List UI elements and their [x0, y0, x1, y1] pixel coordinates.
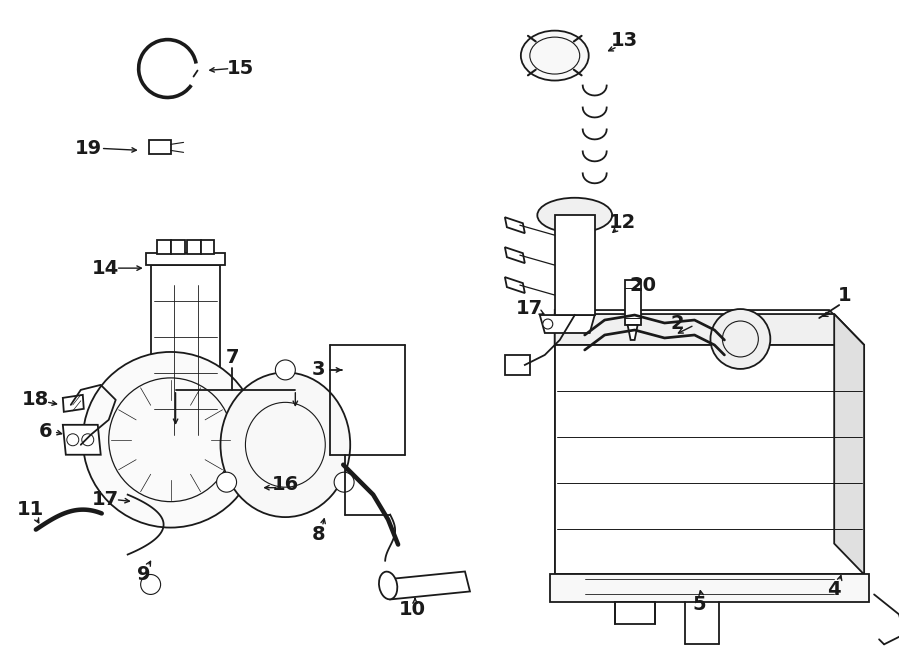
Circle shape	[109, 378, 232, 502]
Text: 17: 17	[517, 299, 544, 317]
Polygon shape	[156, 494, 194, 517]
Polygon shape	[63, 395, 84, 412]
Text: 15: 15	[227, 59, 254, 78]
Circle shape	[275, 360, 295, 380]
Polygon shape	[615, 602, 654, 625]
Polygon shape	[157, 240, 171, 254]
Text: 16: 16	[272, 475, 299, 494]
Ellipse shape	[158, 456, 213, 483]
Polygon shape	[627, 325, 637, 340]
Polygon shape	[540, 315, 595, 333]
Polygon shape	[554, 215, 595, 315]
Text: 10: 10	[399, 600, 426, 619]
Polygon shape	[505, 277, 525, 293]
Ellipse shape	[530, 37, 580, 74]
Circle shape	[140, 574, 160, 594]
Circle shape	[334, 472, 354, 492]
Text: 2: 2	[670, 313, 684, 332]
Text: 18: 18	[22, 391, 50, 409]
Circle shape	[160, 498, 171, 508]
Text: 17: 17	[92, 490, 120, 509]
Polygon shape	[505, 217, 525, 233]
Ellipse shape	[521, 30, 589, 81]
Circle shape	[82, 434, 94, 446]
Polygon shape	[385, 572, 470, 600]
Text: 20: 20	[629, 276, 656, 295]
Text: 1: 1	[837, 286, 851, 305]
Circle shape	[543, 319, 553, 329]
Polygon shape	[201, 240, 214, 254]
Polygon shape	[66, 428, 86, 445]
Polygon shape	[171, 240, 184, 254]
Text: 9: 9	[137, 565, 150, 584]
Ellipse shape	[537, 198, 612, 233]
Ellipse shape	[246, 403, 325, 487]
Polygon shape	[625, 280, 641, 325]
Polygon shape	[550, 574, 869, 602]
Text: 11: 11	[17, 500, 44, 519]
Ellipse shape	[146, 449, 226, 490]
Polygon shape	[554, 310, 864, 345]
Circle shape	[83, 352, 258, 527]
Polygon shape	[146, 253, 226, 265]
Text: 7: 7	[226, 348, 239, 368]
Text: 4: 4	[827, 580, 841, 599]
Polygon shape	[63, 425, 101, 455]
Polygon shape	[554, 314, 864, 345]
Text: 3: 3	[311, 360, 325, 379]
Text: 6: 6	[39, 422, 53, 442]
Text: 8: 8	[311, 525, 325, 544]
Polygon shape	[148, 140, 171, 155]
Polygon shape	[505, 247, 525, 263]
Circle shape	[710, 309, 770, 369]
Polygon shape	[505, 355, 530, 375]
Ellipse shape	[379, 572, 397, 600]
Text: 13: 13	[611, 31, 638, 50]
Text: 5: 5	[693, 595, 706, 614]
Text: 19: 19	[76, 139, 103, 158]
Polygon shape	[150, 265, 220, 445]
Circle shape	[67, 434, 79, 446]
Text: 12: 12	[609, 213, 636, 232]
Polygon shape	[554, 345, 864, 574]
Polygon shape	[834, 314, 864, 574]
Polygon shape	[186, 240, 201, 254]
Ellipse shape	[220, 372, 350, 517]
Text: 14: 14	[92, 258, 120, 278]
Circle shape	[217, 472, 237, 492]
Polygon shape	[554, 345, 864, 574]
Circle shape	[723, 321, 759, 357]
